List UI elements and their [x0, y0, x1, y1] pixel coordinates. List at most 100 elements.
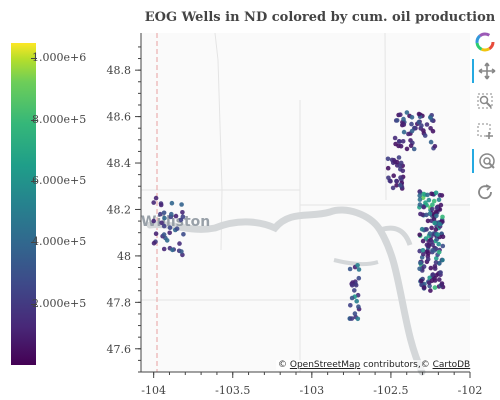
well-point[interactable] [424, 122, 430, 127]
well-point[interactable] [388, 179, 393, 184]
box-select-icon[interactable] [472, 119, 498, 143]
well-point[interactable] [400, 168, 406, 174]
well-point[interactable] [417, 202, 423, 207]
well-point[interactable] [356, 304, 361, 310]
well-point[interactable] [406, 131, 411, 137]
well-point[interactable] [355, 263, 360, 268]
well-point[interactable] [430, 272, 435, 278]
well-point[interactable] [436, 249, 442, 255]
well-point[interactable] [153, 195, 159, 201]
well-point[interactable] [390, 185, 396, 191]
well-point[interactable] [178, 217, 184, 223]
pan-icon[interactable] [472, 59, 500, 83]
well-point[interactable] [161, 210, 167, 216]
well-point[interactable] [394, 183, 399, 188]
well-point[interactable] [161, 232, 167, 237]
well-point[interactable] [431, 198, 437, 204]
well-point[interactable] [424, 212, 429, 218]
well-point[interactable] [425, 218, 431, 224]
well-point[interactable] [434, 213, 439, 219]
well-point[interactable] [349, 316, 355, 321]
well-point[interactable] [421, 285, 427, 290]
well-point[interactable] [169, 200, 175, 206]
well-point[interactable] [428, 265, 434, 271]
openstreetmap-link[interactable]: OpenStreetMap [289, 360, 361, 370]
well-point[interactable] [181, 232, 186, 237]
well-point[interactable] [392, 159, 398, 165]
well-point[interactable] [420, 212, 426, 218]
well-point[interactable] [420, 238, 426, 244]
well-point[interactable] [433, 260, 439, 265]
well-point[interactable] [429, 191, 434, 197]
well-point[interactable] [428, 139, 434, 145]
well-point[interactable] [355, 316, 361, 322]
well-point[interactable] [158, 202, 164, 208]
well-point[interactable] [440, 214, 445, 220]
well-point[interactable] [418, 260, 423, 266]
well-point[interactable] [426, 243, 431, 249]
well-point[interactable] [151, 200, 156, 205]
well-point[interactable] [404, 110, 410, 115]
well-point[interactable] [386, 175, 391, 181]
well-point[interactable] [428, 115, 433, 120]
well-point[interactable] [440, 243, 446, 249]
well-point[interactable] [409, 128, 415, 134]
well-point[interactable] [420, 248, 426, 253]
well-point[interactable] [151, 218, 156, 224]
wheel-zoom-icon[interactable] [472, 149, 500, 173]
well-point[interactable] [162, 215, 167, 221]
well-point[interactable] [419, 278, 424, 284]
well-point[interactable] [179, 249, 184, 254]
well-point[interactable] [435, 232, 441, 237]
well-point[interactable] [167, 230, 172, 236]
well-point[interactable] [436, 197, 442, 202]
well-point[interactable] [396, 155, 402, 160]
well-point[interactable] [427, 211, 433, 217]
well-point[interactable] [394, 118, 400, 123]
well-point[interactable] [354, 298, 360, 304]
well-point[interactable] [426, 197, 432, 203]
well-point[interactable] [179, 202, 184, 207]
well-point[interactable] [411, 146, 417, 152]
well-point[interactable] [396, 139, 402, 144]
box-zoom-icon[interactable] [472, 89, 498, 113]
well-point[interactable] [416, 119, 422, 125]
well-point[interactable] [353, 282, 359, 288]
well-point[interactable] [397, 182, 403, 188]
well-point[interactable] [401, 122, 407, 127]
well-point[interactable] [416, 111, 422, 117]
well-point[interactable] [430, 248, 435, 253]
well-point[interactable] [392, 135, 398, 141]
well-point[interactable] [437, 277, 442, 282]
well-point[interactable] [434, 205, 440, 210]
well-point[interactable] [429, 278, 435, 284]
well-point[interactable] [170, 247, 175, 253]
well-point[interactable] [425, 192, 430, 198]
well-point[interactable] [409, 121, 414, 127]
well-point[interactable] [356, 275, 362, 281]
well-point[interactable] [428, 288, 433, 293]
well-point[interactable] [159, 220, 164, 226]
well-point[interactable] [349, 283, 355, 288]
well-point[interactable] [356, 267, 362, 272]
well-point[interactable] [164, 238, 170, 243]
well-point[interactable] [436, 241, 442, 247]
well-point[interactable] [432, 220, 437, 226]
well-point[interactable] [352, 311, 358, 316]
well-point[interactable] [422, 133, 428, 138]
well-point[interactable] [433, 227, 439, 232]
well-point[interactable] [439, 282, 445, 288]
well-point[interactable] [440, 257, 445, 263]
well-point[interactable] [430, 202, 435, 208]
well-point[interactable] [177, 241, 182, 246]
well-point[interactable] [394, 179, 400, 184]
well-point[interactable] [398, 175, 403, 180]
well-point[interactable] [417, 197, 423, 202]
well-point[interactable] [401, 116, 406, 122]
well-point[interactable] [429, 225, 434, 231]
well-point[interactable] [153, 231, 159, 236]
well-point[interactable] [404, 146, 410, 152]
well-point[interactable] [419, 226, 425, 232]
well-point[interactable] [421, 204, 427, 210]
